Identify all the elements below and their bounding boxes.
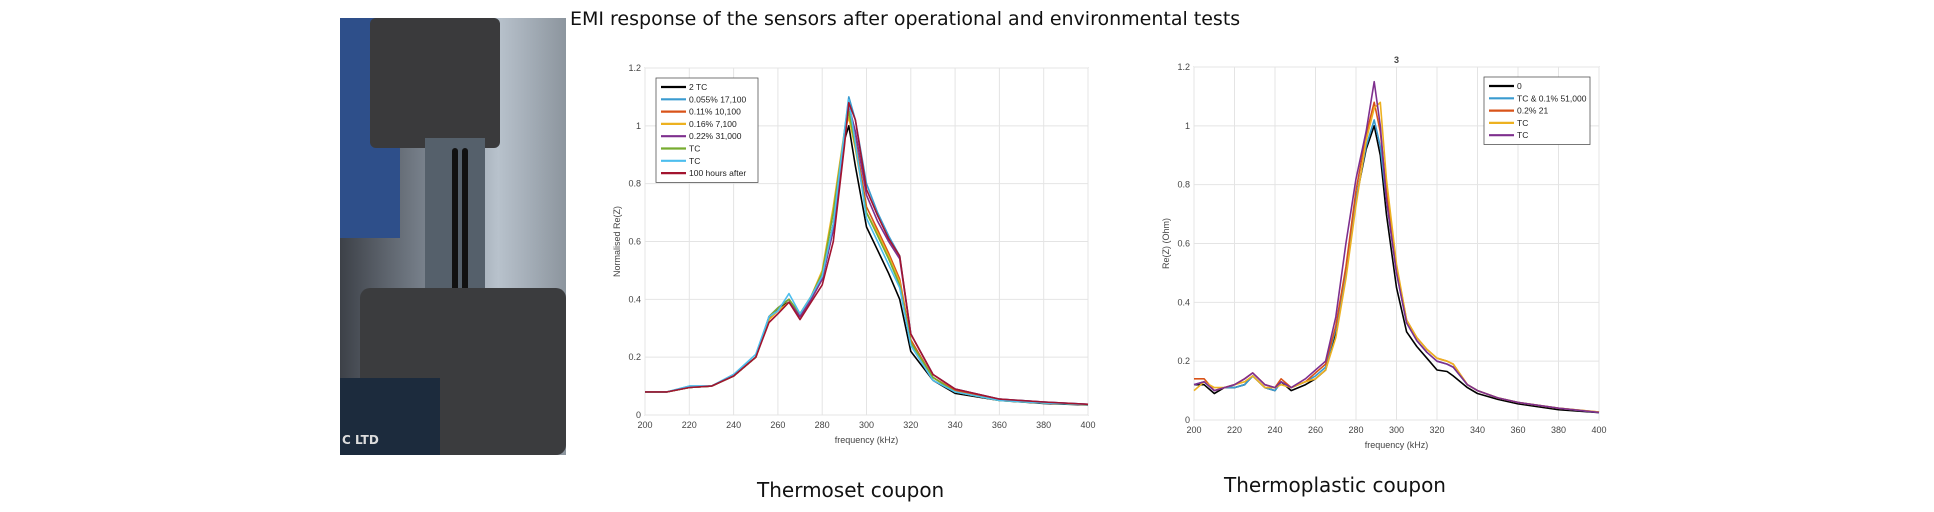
y-tick-label: 0.4	[1177, 297, 1190, 307]
y-axis-label: Normalised Re(Z)	[612, 206, 622, 277]
legend-entry: TC	[1517, 130, 1528, 140]
y-tick-label: 1.2	[1177, 62, 1190, 72]
x-tick-label: 300	[1389, 425, 1404, 435]
legend-entry: 0.2% 21	[1517, 106, 1548, 116]
y-tick-label: 0	[1185, 415, 1190, 425]
y-tick-label: 0.2	[1177, 356, 1190, 366]
x-tick-label: 380	[1036, 420, 1051, 430]
legend-entry: TC	[1517, 118, 1528, 128]
y-tick-label: 0.2	[628, 352, 641, 362]
x-tick-label: 340	[948, 420, 963, 430]
legend-entry: 0.055% 17,100	[689, 94, 746, 104]
legend-entry: TC	[689, 156, 700, 166]
x-tick-label: 380	[1551, 425, 1566, 435]
x-tick-label: 200	[637, 420, 652, 430]
y-tick-label: 1	[636, 121, 641, 131]
y-tick-label: 1	[1185, 121, 1190, 131]
legend-entry: 0.22% 31,000	[689, 131, 742, 141]
y-tick-label: 0.6	[628, 237, 641, 247]
x-tick-label: 260	[1308, 425, 1323, 435]
legend-entry: 100 hours after	[689, 168, 746, 178]
series-line-4	[1193, 101, 1600, 413]
x-tick-label: 220	[1227, 425, 1242, 435]
x-tick-label: 200	[1186, 425, 1201, 435]
chart-title: 3	[1394, 55, 1399, 65]
caption-thermoplastic: Thermoplastic coupon	[1224, 473, 1446, 497]
y-tick-label: 0.8	[628, 179, 641, 189]
caption-thermoset: Thermoset coupon	[757, 478, 945, 502]
chart-1: 200 220 240 260 280 300 320 340 360 380 400 0 0.2 0.4…	[612, 63, 1096, 445]
slide-title: EMI response of the sensors after operat…	[570, 8, 1241, 30]
series-line-7	[645, 99, 1089, 406]
legend-entry: 2 TC	[689, 82, 707, 92]
x-tick-label: 240	[726, 420, 741, 430]
test-rig-photo: C LTD	[340, 18, 566, 455]
x-tick-label: 360	[992, 420, 1007, 430]
y-tick-label: 0.4	[628, 294, 641, 304]
x-tick-label: 300	[859, 420, 874, 430]
legend-box	[655, 77, 759, 183]
x-tick-label: 340	[1470, 425, 1485, 435]
x-tick-label: 320	[903, 420, 918, 430]
x-tick-label: 360	[1510, 425, 1525, 435]
x-tick-label: 400	[1080, 420, 1095, 430]
y-tick-label: 0.8	[1177, 180, 1190, 190]
x-tick-label: 260	[770, 420, 785, 430]
x-tick-label: 400	[1591, 425, 1606, 435]
photo-label-text: C LTD	[342, 433, 379, 447]
x-tick-label: 280	[1348, 425, 1363, 435]
y-axis-label: Re(Z) (Ohm)	[1161, 218, 1171, 269]
x-tick-label: 240	[1267, 425, 1282, 435]
x-tick-label: 220	[682, 420, 697, 430]
legend-entry: 0	[1517, 81, 1522, 91]
legend-entry: TC	[689, 144, 700, 154]
series-line-5	[1193, 80, 1600, 414]
chart-2: 200 220 240 260 280 300 320 340 360 380 400 0 0.2 0.4…	[1161, 55, 1607, 450]
x-axis-label: frequency (kHz)	[835, 435, 899, 445]
x-tick-label: 280	[815, 420, 830, 430]
y-tick-label: 1.2	[628, 63, 641, 73]
y-tick-label: 0.6	[1177, 239, 1190, 249]
x-axis-label: frequency (kHz)	[1365, 440, 1429, 450]
legend-entry: 0.16% 7,100	[689, 119, 737, 129]
y-tick-label: 0	[636, 410, 641, 420]
series-line-8	[645, 101, 1089, 406]
x-tick-label: 320	[1429, 425, 1444, 435]
legend: 0 TC & 0.1% 51,000 0.2% 21 TC TC	[1483, 76, 1591, 145]
legend: 2 TC 0.055% 17,100 0.11% 10,100 0.16% 7,100…	[655, 77, 759, 183]
legend-entry: 0.11% 10,100	[689, 107, 741, 117]
legend-entry: TC & 0.1% 51,000	[1517, 93, 1587, 103]
